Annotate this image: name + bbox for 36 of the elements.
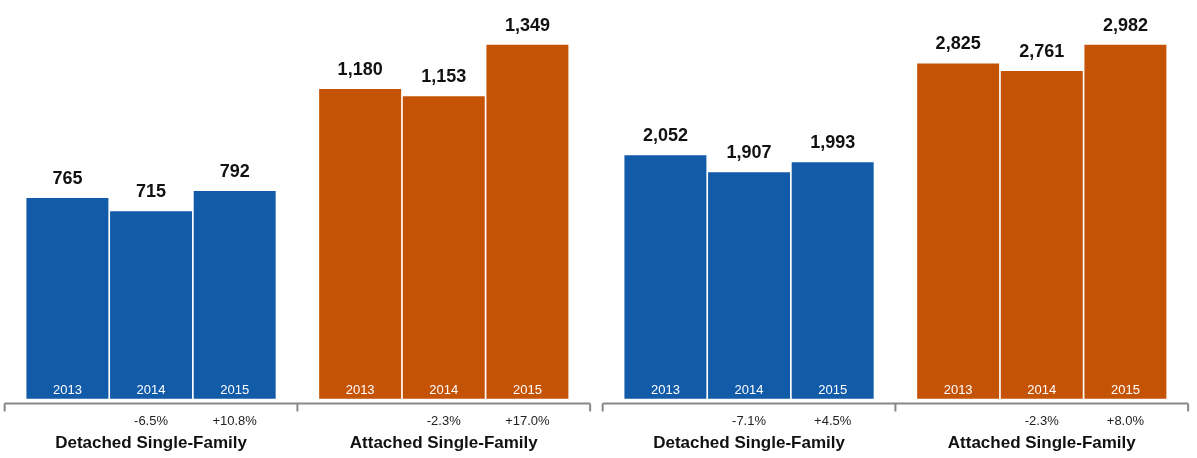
series-label: 2015 — [818, 381, 848, 397]
text: +10.8% — [212, 413, 258, 429]
text: -6.5% — [134, 413, 169, 429]
text: 2015 — [1110, 381, 1140, 397]
series-label: 2015 — [220, 381, 250, 397]
text: +8.0% — [1106, 413, 1145, 429]
series-label: 2014 — [734, 381, 764, 397]
text: +4.5% — [814, 413, 852, 429]
data-label: 765 — [52, 168, 83, 189]
series-label: 2013 — [52, 381, 82, 397]
data-label: 715 — [136, 181, 167, 202]
text: -2.3% — [426, 413, 462, 429]
text: +17.0% — [505, 413, 551, 429]
text: 2013 — [345, 381, 375, 397]
series-label: 2013 — [650, 381, 680, 397]
x-tick-label: Attached Single-Family — [947, 433, 1137, 453]
data-label: 2,761 — [1019, 41, 1065, 62]
text: 2015 — [512, 381, 542, 397]
data-label: 2,825 — [935, 33, 981, 54]
data-label: 1,153 — [421, 66, 467, 87]
data-label: 2,982 — [1102, 14, 1148, 35]
series-label: 2014 — [136, 381, 166, 397]
x-tick-label: Detached Single-Family — [55, 433, 248, 453]
data-label: 1,907 — [726, 142, 772, 163]
text: 2013 — [943, 381, 973, 397]
data-label: 792 — [219, 160, 250, 181]
text: 2014 — [1027, 381, 1057, 397]
data-label: 1,993 — [810, 132, 856, 153]
text: -7.1% — [732, 413, 767, 429]
text: 2014 — [429, 381, 459, 397]
data-label: 1,180 — [337, 59, 383, 80]
x-tick-label: Detached Single-Family — [653, 433, 846, 453]
data-label: 2,052 — [642, 125, 688, 146]
x-tick-label: Attached Single-Family — [349, 433, 539, 453]
text: -2.3% — [1024, 413, 1060, 429]
data-label: 1,349 — [504, 14, 550, 35]
